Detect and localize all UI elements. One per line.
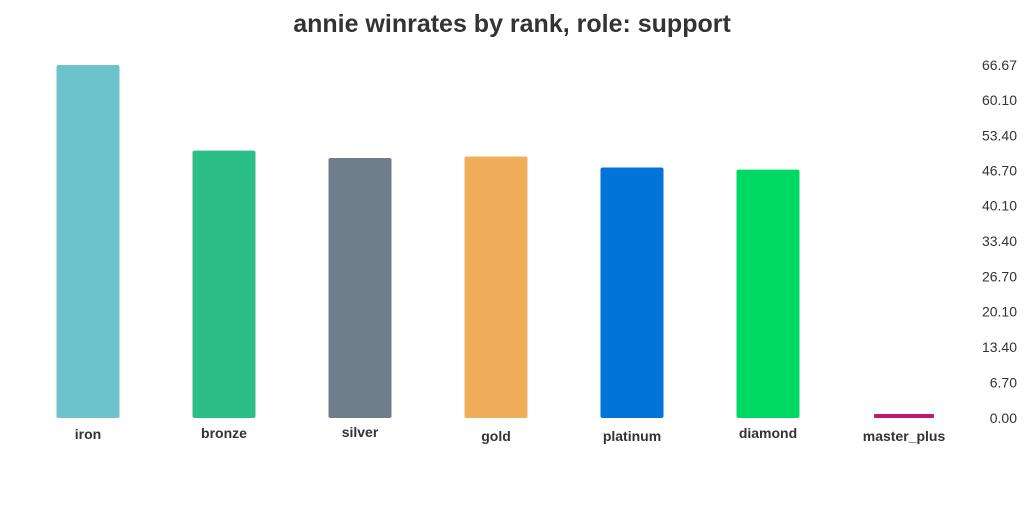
x-tick-label-bronze: bronze <box>201 425 247 441</box>
bar-diamond <box>736 169 800 418</box>
x-tick-label-silver: silver <box>342 424 379 440</box>
y-tick-label: 40.10 <box>982 198 1017 214</box>
bar-platinum <box>600 167 664 418</box>
x-tick-label-platinum: platinum <box>603 428 661 444</box>
y-tick-label: 0.00 <box>990 410 1017 426</box>
y-tick-label: 26.70 <box>982 269 1017 285</box>
x-tick-label-diamond: diamond <box>739 425 797 441</box>
y-tick-label: 33.40 <box>982 233 1017 249</box>
y-tick-label: 46.70 <box>982 163 1017 179</box>
bars-group <box>56 65 934 419</box>
bar-iron <box>56 65 120 418</box>
y-tick-label: 6.70 <box>990 375 1017 391</box>
chart-title: annie winrates by rank, role: support <box>293 10 731 38</box>
y-tick-label: 60.10 <box>982 92 1017 108</box>
bar-silver <box>328 158 392 418</box>
x-axis-labels: iron bronze silver gold platinum diamond maste… <box>75 424 946 444</box>
y-tick-label: 53.40 <box>982 127 1017 143</box>
x-tick-label-iron: iron <box>75 426 101 442</box>
x-tick-label-master_plus: master_plus <box>863 428 946 444</box>
y-tick-label: 20.10 <box>982 304 1017 320</box>
y-axis-ticks: 0.00 6.70 13.40 20.10 26.70 33.40 40.10 46.70 53… <box>982 57 1017 426</box>
x-tick-label-gold: gold <box>481 428 511 444</box>
bar-master_plus <box>874 414 934 418</box>
y-tick-label: 66.67 <box>982 57 1017 73</box>
bar-bronze <box>192 150 256 418</box>
bar-gold <box>464 156 528 419</box>
y-tick-label: 13.40 <box>982 339 1017 355</box>
